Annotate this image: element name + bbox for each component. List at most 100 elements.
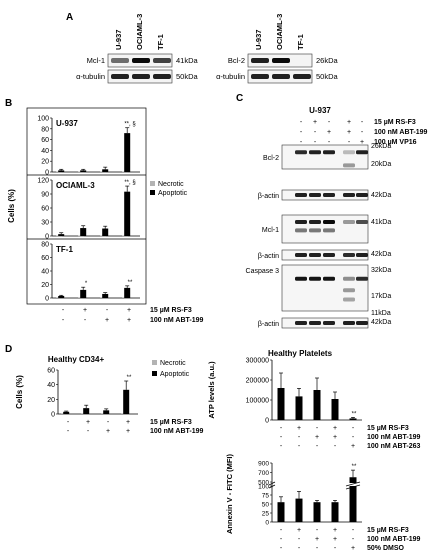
y-tick-label-2-0: 0 — [45, 296, 49, 303]
treatment-label-d3-1: 100 nM ABT-199 — [367, 536, 421, 543]
y-tick-label-1-0: 0 — [45, 234, 49, 241]
y-tick-label-3-0: 0 — [51, 412, 55, 419]
band-left-1-0 — [111, 74, 129, 79]
band-c-5-0-2 — [323, 321, 335, 325]
blot-frame-c-0 — [281, 144, 369, 170]
treatment-sign-c-1-3: + — [347, 129, 351, 136]
bar-4-0-1 — [295, 396, 303, 420]
band-right-0-0 — [251, 58, 269, 63]
band-c-3-0-1 — [309, 253, 321, 257]
treatment-sign-d3-2-2: - — [316, 545, 319, 550]
significance-1-3: **, § — [124, 180, 135, 186]
treatment-sign-d2-0-2: - — [316, 425, 319, 432]
treatment-sign-b-abt-1: - — [84, 317, 87, 324]
y-tick-label-0-2: 40 — [41, 148, 49, 155]
treatment-sign-d1-abt-1: - — [87, 428, 90, 435]
band-c-2-1-0 — [295, 228, 307, 233]
y-tick-label-2-4: 80 — [41, 242, 49, 249]
band-c-2-0-2 — [323, 220, 335, 224]
blot-frame-c-4 — [281, 264, 369, 312]
row-label-left-1: α-tubulin — [76, 72, 105, 81]
legend-swatch-necrotic — [150, 181, 155, 186]
panel-c: U-937- + - + -15 µM RS-F3- - + + -100 nM ABT-199… — [246, 106, 428, 329]
treatment-sign-d2-1-2: + — [315, 434, 319, 441]
kda-label-c-5-0: 42kDa — [371, 319, 391, 326]
kda-label-c-0-1: 20kDa — [371, 161, 391, 168]
row-label-c-4: Caspase 3 — [246, 268, 280, 275]
treatment-sign-d2-1-4: - — [352, 434, 355, 441]
band-c-0-1-3 — [343, 163, 355, 168]
treatment-sign-c-2-0: - — [300, 139, 303, 146]
panel-d: Healthy CD34+ 0 20 40 60 ** Cells (%) Necrotic A… — [15, 349, 421, 550]
band-c-0-0-2 — [323, 150, 335, 155]
band-c-2-1-2 — [323, 228, 335, 233]
y-tick-label-0-0: 0 — [45, 170, 49, 177]
band-c-4-2-3 — [343, 297, 355, 302]
band-right-1-0 — [251, 74, 269, 79]
panel-b: 0 20 40 60 80 100 **, § U-937 0 30 60 90 120 **, § OCI… — [7, 107, 204, 324]
band-c-4-0-0 — [295, 276, 307, 281]
row-label-c-2: Mcl-1 — [262, 227, 279, 234]
treatment-sign-c-2-2: - — [328, 139, 331, 146]
kda-label-c-2-0: 41kDa — [371, 219, 391, 226]
row-label-c-1: β-actin — [258, 193, 279, 200]
treatment-sign-d3-2-0: - — [280, 545, 283, 550]
band-c-2-0-0 — [295, 220, 307, 224]
treatment-label-b-rs: 15 µM RS-F3 — [150, 307, 192, 314]
band-c-4-0-3 — [343, 276, 355, 281]
lane-label-right-2: TF-1 — [296, 34, 305, 50]
treatment-sign-d1-abt-3: + — [126, 428, 130, 435]
treatment-label-d3-0: 15 µM RS-F3 — [367, 527, 409, 534]
treatment-sign-d3-1-3: + — [333, 536, 337, 543]
y-tick-label-2-3: 60 — [41, 255, 49, 262]
treatment-sign-c-2-3: - — [348, 139, 351, 146]
panel-a: U-937 OCIAML-3 TF-1 Mcl-1 41kDa α-tubulin 50kD… — [76, 14, 339, 84]
treatment-sign-c-2-4: + — [360, 139, 364, 146]
band-c-0-0-4 — [356, 150, 368, 155]
kda-label-right-1: 50kDa — [316, 72, 339, 81]
legend-swatch-necrotic-d — [152, 360, 157, 365]
treatment-sign-b-rs-0: - — [62, 307, 65, 314]
treatment-sign-d3-0-1: + — [297, 527, 301, 534]
treatment-sign-d2-0-4: - — [352, 425, 355, 432]
treatment-sign-d3-0-3: + — [333, 527, 337, 534]
treatment-sign-b-rs-3: + — [127, 307, 131, 314]
band-left-0-2 — [153, 58, 171, 63]
bar-break-gap — [347, 483, 359, 486]
treatment-label-d2-1: 100 nM ABT-199 — [367, 434, 421, 441]
treatment-sign-d3-1-0: - — [280, 536, 283, 543]
row-label-c-5: β-actin — [258, 321, 279, 328]
kda-label-left-1: 50kDa — [176, 72, 199, 81]
lane-label-left-1: OCIAML-3 — [135, 14, 144, 50]
band-c-3-0-3 — [343, 253, 355, 257]
band-right-0-1 — [272, 58, 290, 63]
ylabel-4: ATP levels (a.u.) — [207, 361, 216, 419]
kda-label-c-4-1: 17kDa — [371, 293, 391, 300]
ylabel-5: Annexin V - FITC (MFI) — [225, 454, 234, 534]
band-c-2-0-3 — [343, 220, 355, 224]
y-tick-label-5-3: 75 — [262, 493, 270, 500]
y-tick-label-5-5: 500 — [258, 480, 269, 487]
chart-title-3: Healthy CD34+ — [48, 355, 105, 364]
treatment-sign-d2-1-3: + — [333, 434, 337, 441]
legend-label-apoptotic: Apoptotic — [158, 190, 188, 197]
axis-break-mark-1 — [268, 481, 276, 486]
treatment-sign-d2-2-4: + — [351, 443, 355, 450]
bar-0-1-2 — [102, 169, 109, 172]
axis-break-mark-2 — [268, 484, 276, 489]
treatment-label-d2-0: 15 µM RS-F3 — [367, 425, 409, 432]
band-c-3-0-4 — [356, 253, 368, 257]
y-tick-label-1-4: 120 — [37, 178, 49, 185]
band-c-4-0-1 — [309, 276, 321, 281]
row-label-c-0: Bcl-2 — [263, 155, 279, 162]
y-tick-label-3-3: 60 — [47, 368, 55, 375]
lane-label-left-2: TF-1 — [156, 34, 165, 50]
band-c-0-0-0 — [295, 150, 307, 155]
treatment-sign-c-1-1: - — [314, 129, 317, 136]
bar-2-1-2 — [102, 293, 109, 298]
bar-5-0 — [277, 502, 285, 522]
bar-4-0-3 — [331, 399, 339, 420]
treatment-sign-d3-1-1: - — [298, 536, 301, 543]
y-tick-label-1-3: 90 — [41, 192, 49, 199]
